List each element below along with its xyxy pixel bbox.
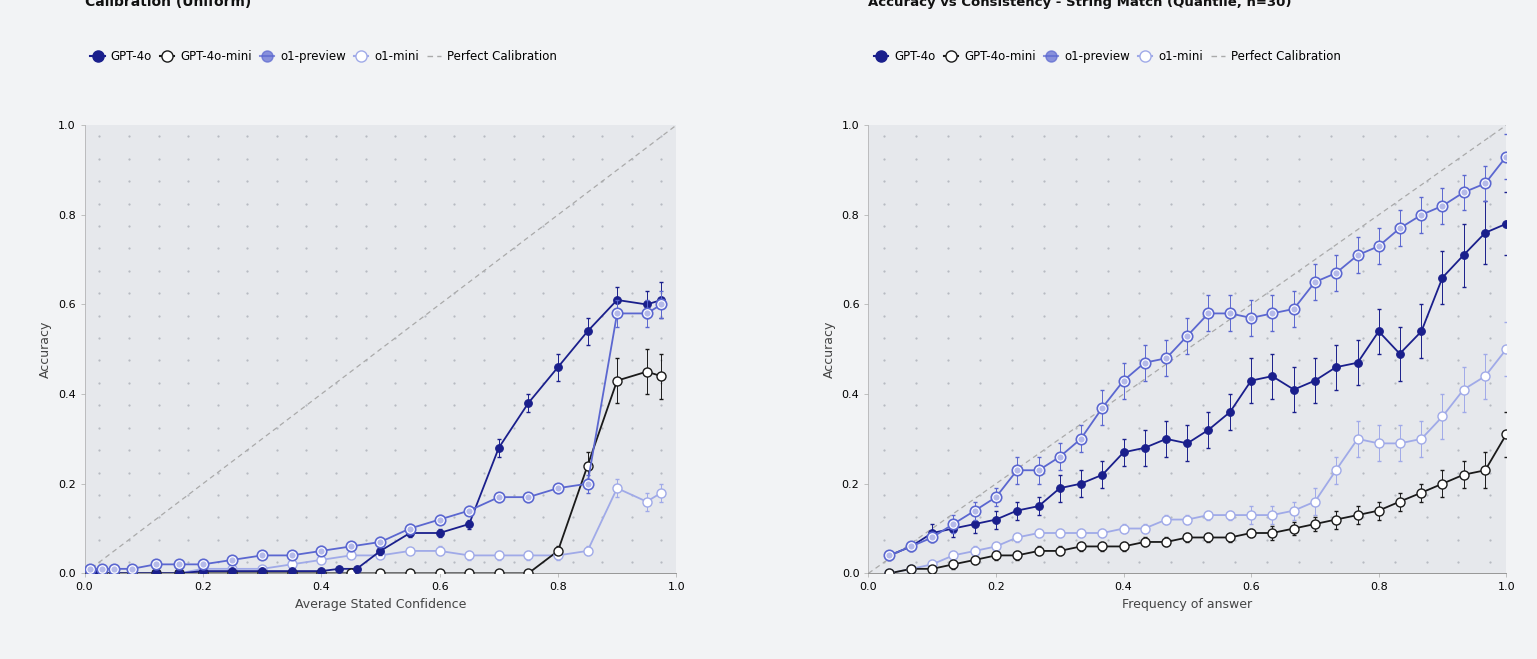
Text: Accuracy vs Consistency - String Match (Quantile, n=30): Accuracy vs Consistency - String Match (… — [868, 0, 1293, 9]
Text: Calibration (Uniform): Calibration (Uniform) — [85, 0, 251, 9]
Legend: GPT-4o, GPT-4o-mini, o1-preview, o1-mini, Perfect Calibration: GPT-4o, GPT-4o-mini, o1-preview, o1-mini… — [875, 51, 1340, 63]
X-axis label: Average Stated Confidence: Average Stated Confidence — [295, 598, 466, 611]
Y-axis label: Accuracy: Accuracy — [40, 320, 52, 378]
Legend: GPT-4o, GPT-4o-mini, o1-preview, o1-mini, Perfect Calibration: GPT-4o, GPT-4o-mini, o1-preview, o1-mini… — [91, 51, 556, 63]
X-axis label: Frequency of answer: Frequency of answer — [1122, 598, 1253, 611]
Y-axis label: Accuracy: Accuracy — [824, 320, 836, 378]
